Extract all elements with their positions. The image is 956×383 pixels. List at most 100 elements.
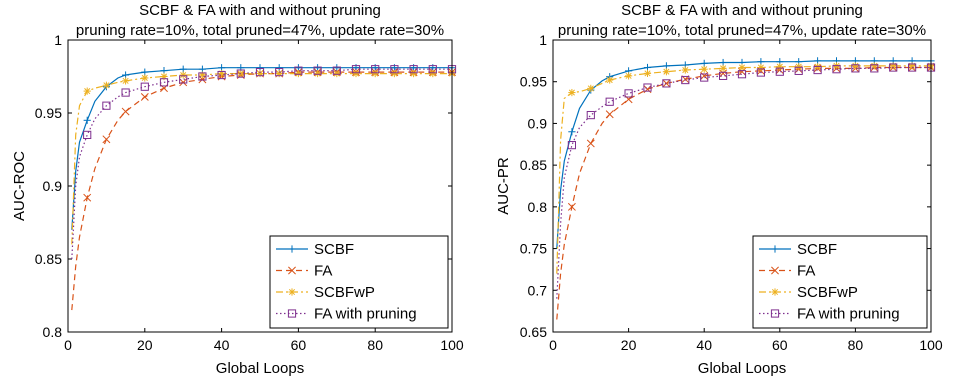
data-point bbox=[662, 79, 671, 88]
legend-label: FA bbox=[797, 263, 815, 280]
data-point bbox=[586, 110, 595, 120]
chart-subtitle: pruning rate=10%, total pruned=47%, upda… bbox=[76, 22, 444, 39]
chart-subtitle: pruning rate=10%, total pruned=47%, upda… bbox=[558, 22, 926, 39]
data-point bbox=[141, 74, 149, 82]
data-point bbox=[568, 88, 576, 97]
data-point bbox=[83, 193, 92, 202]
data-point bbox=[429, 69, 437, 78]
data-point bbox=[700, 65, 708, 73]
data-point bbox=[606, 76, 614, 84]
data-point bbox=[567, 141, 576, 150]
legend-label: SCBF bbox=[797, 241, 837, 258]
data-point bbox=[851, 62, 859, 70]
data-point bbox=[314, 69, 322, 78]
data-point bbox=[102, 135, 111, 144]
x-tick-label: 60 bbox=[291, 337, 307, 353]
data-point bbox=[870, 62, 878, 70]
y-tick-label: 0.7 bbox=[528, 282, 548, 298]
data-point bbox=[83, 130, 92, 140]
data-point bbox=[700, 73, 709, 82]
legend-marker bbox=[770, 309, 780, 318]
y-tick-label: 0.95 bbox=[520, 74, 547, 90]
auc-roc-chart: SCBF & FA with and without pruning pruni… bbox=[11, 2, 464, 377]
legend: SCBF FA SCBFwP FA with pruning bbox=[752, 235, 928, 329]
data-point bbox=[217, 70, 226, 80]
data-point bbox=[333, 69, 341, 78]
data-point bbox=[587, 84, 595, 92]
series-layer bbox=[556, 57, 936, 320]
data-point bbox=[851, 64, 860, 73]
plot-frame bbox=[67, 39, 453, 333]
data-point bbox=[122, 77, 130, 85]
chart-title: SCBF & FA with and without pruning bbox=[621, 2, 863, 19]
data-point bbox=[390, 65, 399, 74]
legend-label: SCBF bbox=[314, 241, 354, 258]
data-point bbox=[605, 97, 614, 106]
data-point bbox=[908, 63, 917, 72]
legend-label: FA with pruning bbox=[314, 306, 417, 323]
data-point bbox=[756, 68, 765, 77]
data-point bbox=[908, 62, 916, 70]
data-point bbox=[889, 62, 897, 70]
x-tick-label: 0 bbox=[64, 337, 72, 353]
legend-label: FA with pruning bbox=[797, 306, 900, 323]
y-tick-label: 0.9 bbox=[43, 178, 63, 194]
y-tick-label: 0.85 bbox=[520, 157, 547, 173]
data-point bbox=[179, 71, 187, 79]
x-tick-label: 40 bbox=[696, 337, 712, 353]
y-tick-label: 0.8 bbox=[43, 324, 63, 340]
data-point bbox=[605, 110, 614, 119]
x-axis-label: Global Loops bbox=[698, 360, 786, 377]
data-point bbox=[568, 128, 576, 136]
data-point bbox=[737, 70, 747, 79]
data-point bbox=[738, 63, 746, 72]
data-point bbox=[719, 64, 727, 72]
data-point bbox=[255, 68, 265, 77]
legend-marker bbox=[288, 266, 296, 275]
y-tick-label: 0.65 bbox=[520, 324, 547, 340]
data-point bbox=[236, 69, 245, 78]
x-tick-label: 80 bbox=[367, 337, 383, 353]
data-point bbox=[409, 65, 418, 74]
x-tick-label: 100 bbox=[440, 337, 464, 353]
y-tick-label: 0.75 bbox=[520, 241, 547, 257]
y-tick-label: 0.8 bbox=[528, 199, 548, 215]
legend-marker bbox=[771, 266, 779, 275]
data-point bbox=[625, 72, 633, 80]
data-point bbox=[681, 66, 689, 74]
x-axis-label: Global Loops bbox=[216, 360, 304, 377]
y-axis-label: AUC-PR bbox=[495, 157, 512, 215]
data-point bbox=[662, 79, 671, 88]
data-point bbox=[662, 68, 670, 76]
data-point bbox=[140, 92, 149, 101]
data-point bbox=[586, 139, 595, 148]
data-point bbox=[83, 116, 91, 124]
y-tick-label: 0.85 bbox=[35, 251, 62, 267]
y-axis-label: AUC-ROC bbox=[11, 151, 28, 221]
data-point bbox=[870, 64, 879, 73]
data-point bbox=[719, 71, 728, 80]
series-line-3 bbox=[71, 68, 452, 260]
data-point bbox=[624, 89, 633, 98]
x-tick-label: 60 bbox=[772, 337, 788, 353]
legend-marker bbox=[771, 245, 779, 253]
x-tick-label: 20 bbox=[621, 337, 637, 353]
data-point bbox=[198, 72, 207, 81]
data-point bbox=[179, 75, 188, 84]
data-point bbox=[776, 63, 784, 71]
legend-marker bbox=[771, 288, 779, 296]
auc-pr-chart: SCBF & FA with and without pruning pruni… bbox=[495, 2, 943, 377]
data-point bbox=[83, 87, 91, 95]
data-point bbox=[410, 69, 418, 78]
data-point bbox=[757, 63, 765, 72]
data-point bbox=[567, 202, 576, 211]
x-tick-label: 20 bbox=[137, 337, 153, 353]
data-point bbox=[121, 88, 130, 97]
data-point bbox=[159, 78, 169, 87]
data-point bbox=[140, 82, 149, 91]
y-tick-label: 1 bbox=[539, 32, 547, 48]
data-point bbox=[371, 69, 379, 78]
data-point bbox=[795, 63, 803, 71]
legend-label: FA bbox=[314, 263, 332, 280]
data-point bbox=[351, 65, 361, 74]
